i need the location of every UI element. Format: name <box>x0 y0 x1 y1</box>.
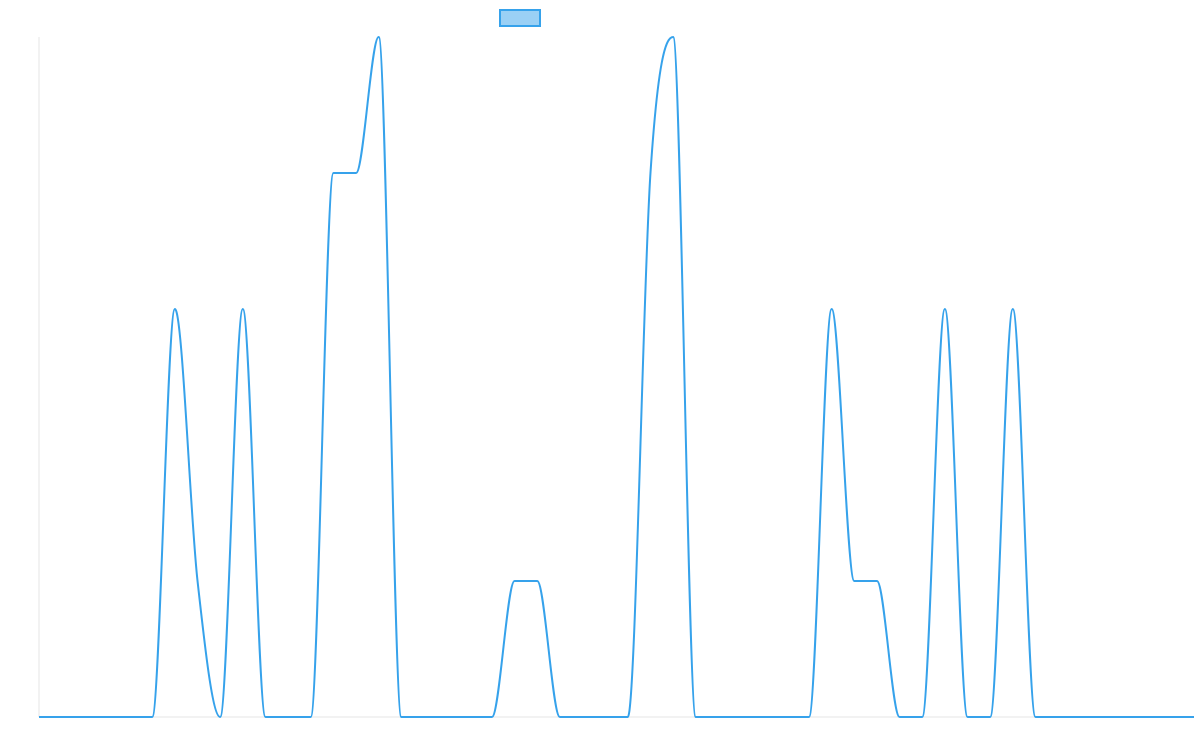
data-point <box>1101 715 1106 720</box>
data-point <box>829 307 834 312</box>
data-point <box>580 715 585 720</box>
data-point <box>625 715 630 720</box>
data-point <box>1146 715 1151 720</box>
data-point <box>331 171 336 176</box>
data-point <box>920 715 925 720</box>
data-point <box>127 715 132 720</box>
data-point <box>286 715 291 720</box>
data-point <box>671 35 676 40</box>
axes <box>38 37 1194 718</box>
data-point <box>218 715 223 720</box>
data-point <box>1192 715 1197 720</box>
data-point <box>693 715 698 720</box>
data-point <box>784 715 789 720</box>
series-line-0 <box>38 36 1194 719</box>
data-point <box>308 715 313 720</box>
data-point <box>761 715 766 720</box>
data-point <box>354 171 359 176</box>
series-layer <box>37 35 1197 720</box>
data-point <box>59 715 64 720</box>
data-point <box>467 715 472 720</box>
data-point <box>807 715 812 720</box>
legend-swatch[interactable] <box>499 9 541 27</box>
data-point <box>988 715 993 720</box>
data-point <box>535 579 540 584</box>
data-point <box>739 715 744 720</box>
data-point <box>512 579 517 584</box>
data-point <box>104 715 109 720</box>
data-point <box>82 715 87 720</box>
data-point <box>648 171 653 176</box>
data-point <box>1056 715 1061 720</box>
data-point <box>1078 715 1083 720</box>
data-point <box>399 715 404 720</box>
data-point <box>874 579 879 584</box>
data-point <box>557 715 562 720</box>
data-point <box>852 579 857 584</box>
data-point <box>965 715 970 720</box>
data-point <box>195 579 200 584</box>
data-point <box>444 715 449 720</box>
data-point <box>897 715 902 720</box>
data-point <box>1124 715 1129 720</box>
data-point <box>942 307 947 312</box>
data-point <box>150 715 155 720</box>
data-point <box>1033 715 1038 720</box>
legend[interactable] <box>499 9 541 27</box>
data-point <box>716 715 721 720</box>
data-point <box>603 715 608 720</box>
data-point <box>37 715 42 720</box>
data-point <box>1169 715 1174 720</box>
data-point <box>422 715 427 720</box>
data-point <box>240 307 245 312</box>
data-point <box>376 35 381 40</box>
data-point <box>263 715 268 720</box>
data-point <box>1010 307 1015 312</box>
data-point <box>489 715 494 720</box>
data-point <box>172 307 177 312</box>
